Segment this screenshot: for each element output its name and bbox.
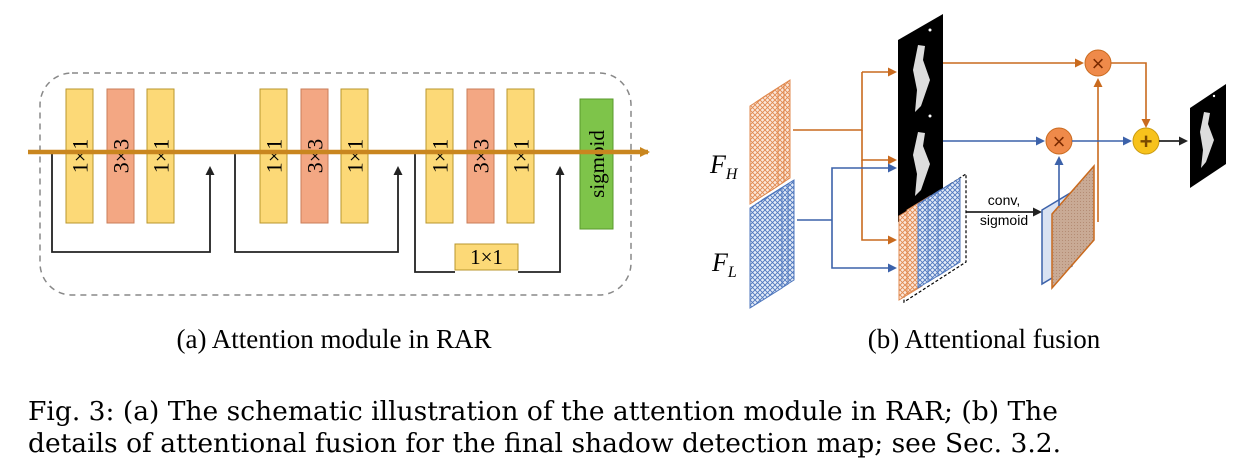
sigmoid-block <box>579 98 614 230</box>
fl-to-map2-arrow <box>831 163 897 220</box>
figure-caption-line-2: details of attentional fusion for the fi… <box>28 428 1062 459</box>
conv-block-label-9: 1×1 <box>509 139 534 173</box>
caption-b: (b) Attentional fusion <box>868 324 1101 354</box>
conv-block-5 <box>300 88 329 224</box>
conv-block-8 <box>466 88 495 224</box>
fh-to-map2-arrow <box>861 130 897 165</box>
conv-block-label-1: 1×1 <box>68 139 93 173</box>
skip-connection-3 <box>414 152 560 273</box>
fh-label: FH <box>709 150 739 183</box>
fh-to-concat-arrow <box>861 160 897 245</box>
conv-block-label-4: 1×1 <box>262 139 287 173</box>
conv-block-4 <box>259 88 288 224</box>
conv-block-label-2: 3×3 <box>109 139 134 173</box>
figure-caption-line-1: Fig. 3: (a) The schematic illustration o… <box>28 396 1058 427</box>
conv-block-label-5: 3×3 <box>303 139 328 173</box>
conv-block-2 <box>106 88 135 224</box>
add-symbol: + <box>1140 129 1153 154</box>
conv-block-label-3: 1×1 <box>149 139 174 173</box>
conv-block-1 <box>65 88 94 224</box>
concat-feature-stack <box>898 172 967 304</box>
shortcut-conv-label: 1×1 <box>470 245 503 269</box>
conv-sigmoid-label-1: conv, <box>988 192 1020 208</box>
sigmoid-label: sigmoid <box>585 130 609 198</box>
fl-label: FL <box>711 248 737 281</box>
panel-a: 1×1 3×3 1×1 1×1 3×3 1×1 1×1 3×3 1×1 1×1 sigmoid … <box>28 72 650 354</box>
skip-connection-1 <box>51 152 215 253</box>
conv-sigmoid-label-2: sigmoid <box>980 212 1028 228</box>
multiply-symbol-upper: × <box>1092 51 1105 76</box>
upper-to-add-line <box>1111 62 1151 128</box>
conv-block-label-6: 1×1 <box>343 139 368 173</box>
fl-to-concat-arrow <box>831 220 897 273</box>
conv-block-3 <box>146 88 175 224</box>
multiply-symbol-lower: × <box>1053 129 1066 154</box>
shortcut-conv-block <box>454 243 519 271</box>
conv-blocks: 1×1 3×3 1×1 1×1 3×3 1×1 1×1 3×3 1×1 <box>65 88 535 224</box>
conv-block-label-7: 1×1 <box>428 139 453 173</box>
fl-feature-stack <box>749 179 795 309</box>
conv-block-label-8: 3×3 <box>469 139 494 173</box>
final-shadow-map <box>1190 84 1226 188</box>
conv-block-9 <box>506 88 535 224</box>
weight-maps <box>1041 164 1095 290</box>
panel-b: FH FL <box>709 14 1226 354</box>
fh-route-line <box>793 72 863 131</box>
caption-a: (a) Attention module in RAR <box>177 324 492 354</box>
module-dashed-border <box>39 72 632 296</box>
fh-feature-stack <box>749 79 791 205</box>
conv-block-7 <box>425 88 454 224</box>
conv-block-6 <box>340 88 369 224</box>
shadow-map-middle <box>898 102 943 222</box>
skip-connection-2 <box>234 152 403 253</box>
